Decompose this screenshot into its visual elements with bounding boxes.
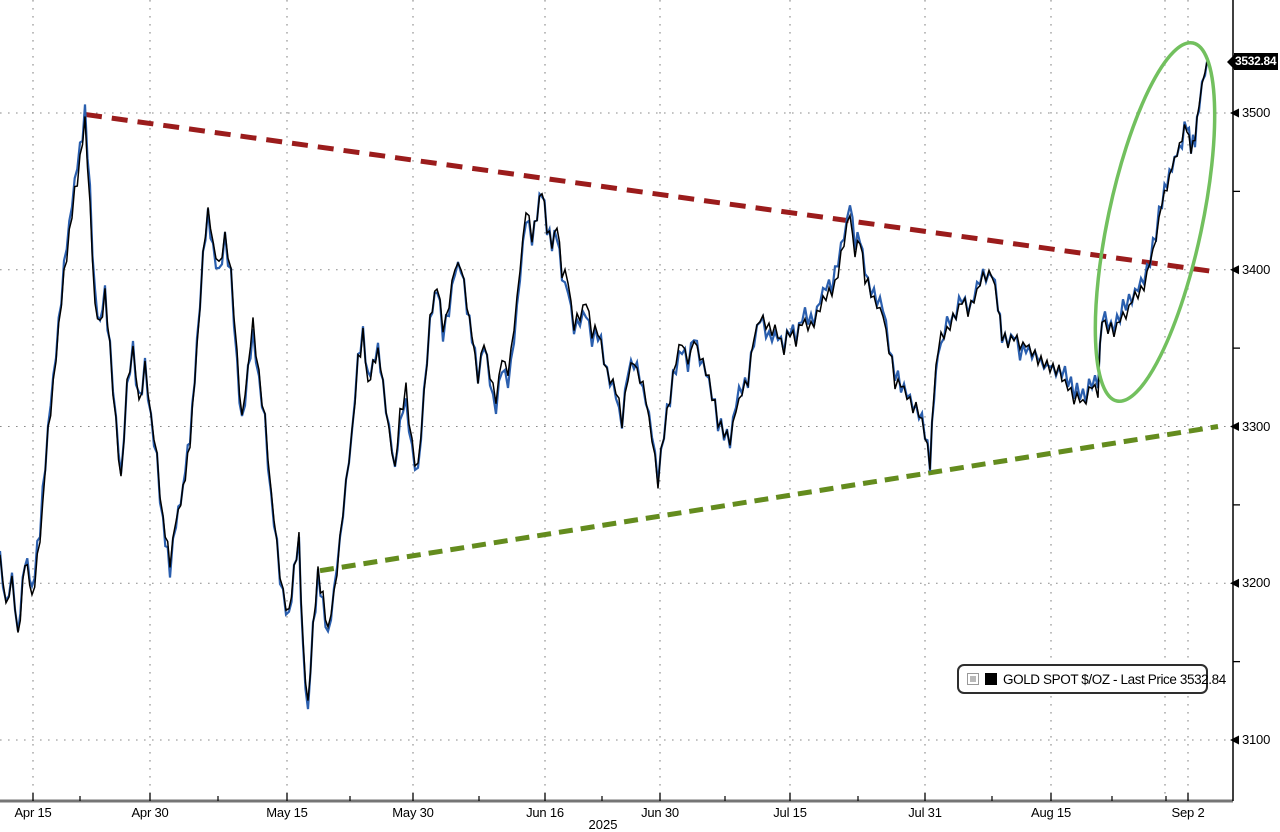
legend-expand-icon[interactable] <box>967 673 979 685</box>
x-axis-label-may-15: May 15 <box>266 805 308 820</box>
y-tick-arrow-3300 <box>1230 422 1239 431</box>
y-axis-label-3200: 3200 <box>1242 575 1271 591</box>
x-axis-label-sep-2: Sep 2 <box>1171 805 1205 820</box>
y-tick-arrow-3200 <box>1230 578 1239 588</box>
x-axis-label-apr-30: Apr 30 <box>131 805 169 820</box>
x-axis-label-apr-15: Apr 15 <box>14 805 52 820</box>
x-axis-label-jul-31: Jul 31 <box>908 805 942 820</box>
y-tick-arrow-3100 <box>1230 735 1239 745</box>
breakout-ellipse-annotation <box>1093 40 1217 404</box>
x-axis-year-label: 2025 <box>588 817 618 832</box>
support-trendline <box>319 424 1219 574</box>
y-tick-arrow-3400 <box>1230 265 1239 275</box>
x-axis-label-aug-15: Aug 15 <box>1030 805 1071 820</box>
price-line-blue <box>0 61 1209 710</box>
y-tick-arrow-3500 <box>1230 108 1239 118</box>
resistance-trendline <box>85 112 1213 274</box>
last-price-badge: 3532.84 <box>1226 53 1279 70</box>
y-axis-label-3100: 3100 <box>1242 732 1271 747</box>
x-axis-label-jun-16: Jun 16 <box>526 805 564 820</box>
last-price-badge-value: 3532.84 <box>1235 54 1277 68</box>
y-axis-label-3400: 3400 <box>1242 261 1271 277</box>
x-axis-label-may-30: May 30 <box>392 805 434 820</box>
y-axis-label-3500: 3500 <box>1242 105 1271 120</box>
y-axis-label-3300: 3300 <box>1242 418 1271 434</box>
legend-series-label: GOLD SPOT $/OZ - Last Price 3532.84 <box>1003 671 1226 687</box>
x-axis-label-jun-30: Jun 30 <box>641 805 679 820</box>
legend-series-marker <box>985 673 997 685</box>
legend-box[interactable]: GOLD SPOT $/OZ - Last Price 3532.84 <box>957 664 1226 694</box>
x-axis-label-jul-15: Jul 15 <box>773 805 807 820</box>
price-line-black <box>0 61 1208 701</box>
